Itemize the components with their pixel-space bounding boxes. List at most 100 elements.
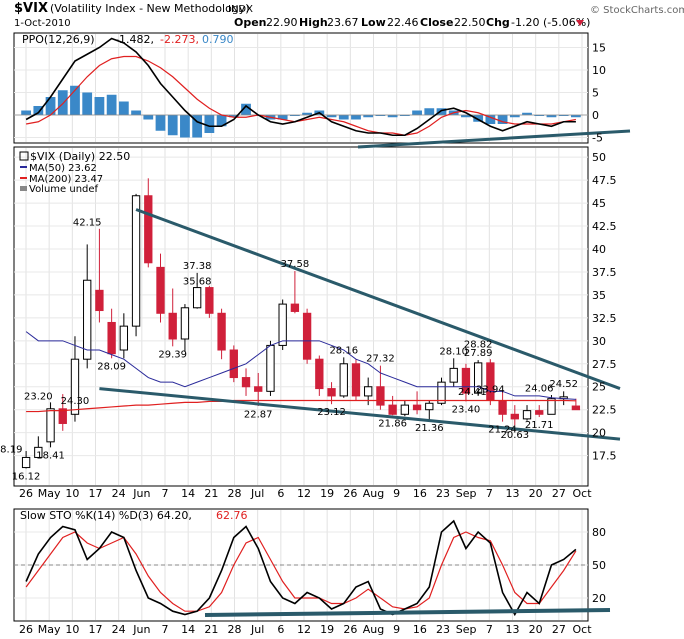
ppo-histogram-bar <box>277 115 288 120</box>
x-tick-label: 10 <box>65 487 79 500</box>
chart-name: (Volatility Index - New Methodology) <box>50 2 250 15</box>
price-annotation-label: 28.16 <box>329 346 358 357</box>
candle-body <box>119 325 129 351</box>
x-tick-label: 20 <box>529 487 543 500</box>
price-annotation-label: 16.12 <box>12 471 41 482</box>
candle-body <box>290 303 300 312</box>
x-tick-label: 26 <box>19 487 33 500</box>
price-annotations: 16.12 18.19 18.41 23.20 42.15 24.30 28.09 35.68… <box>0 217 578 482</box>
ppo-histogram-bar <box>33 106 44 115</box>
ppo-histogram-bar <box>485 115 496 124</box>
ppo-histogram-bar <box>387 115 398 118</box>
x-tick-label: 17 <box>89 487 103 500</box>
x-tick-label: 20 <box>529 623 543 636</box>
candle-body <box>388 404 397 415</box>
y-tick-label: 22.5 <box>592 404 617 417</box>
x-tick-label: May <box>38 623 61 636</box>
x-tick-label: 23 <box>436 487 450 500</box>
candle-body <box>461 367 471 394</box>
price-annotation-label: 37.38 <box>183 261 212 272</box>
candle-body <box>412 404 422 411</box>
candle-body <box>364 386 373 397</box>
ppo-histogram-bar <box>106 94 117 115</box>
y-tick-label: 80 <box>592 526 606 539</box>
price-annotation-label: 28.10 <box>439 346 468 357</box>
ppo-histogram-bar <box>522 112 532 115</box>
x-tick-label: Sep <box>456 623 477 636</box>
y-tick-label: 5 <box>592 87 599 100</box>
x-tick-label: 21 <box>204 487 218 500</box>
x-tick-label: Oct <box>572 487 592 500</box>
ma50-label: MA(50) 23.62 <box>29 163 97 174</box>
x-tick-label: 14 <box>181 487 195 500</box>
x-tick-label: 9 <box>393 487 400 500</box>
ppo-histogram-bar <box>461 115 471 118</box>
ppo-histogram-bar <box>351 115 361 120</box>
ppo-histogram-bar <box>302 112 312 115</box>
ppo-histogram-bar <box>473 115 484 122</box>
price-annotation-label: 42.15 <box>73 217 102 228</box>
y-tick-label: 32.5 <box>592 312 617 325</box>
ppo-legend: PPO(12,26,9) -1.482, -2.273, 0.790 <box>22 33 234 46</box>
candle-body <box>522 410 532 420</box>
candle-body <box>510 413 519 420</box>
price-annotation-label: 23.20 <box>24 391 53 402</box>
candle-body <box>107 321 116 355</box>
ppo-panel-frame <box>13 32 589 144</box>
candle-body <box>131 195 141 327</box>
ppo-histogram-bar <box>424 108 435 115</box>
volume-legend-icon <box>20 186 27 191</box>
x-tick-label: 26 <box>343 623 357 636</box>
x-tick-label: 26 <box>19 623 33 636</box>
price-annotation-label: 24.30 <box>61 396 90 407</box>
x-tick-label: 13 <box>506 487 520 500</box>
ma50-line <box>25 331 576 400</box>
y-tick-label: 45 <box>592 197 606 210</box>
ppo-value-2: -2.273, <box>160 33 199 46</box>
chg-label: Chg <box>486 16 510 29</box>
ppo-histogram-bar <box>399 115 410 116</box>
price-annotation-label: 21.24 <box>488 424 517 435</box>
candle-body <box>437 381 446 404</box>
price-annotation-label: 24.06 <box>525 383 554 394</box>
candle-body <box>425 402 434 411</box>
price-annotation-label: 21.86 <box>378 419 407 430</box>
x-tick-label: 12 <box>297 623 311 636</box>
ppo-histogram-bar <box>363 115 374 118</box>
candle-body <box>83 279 92 360</box>
x-tick-label: 12 <box>297 487 311 500</box>
y-tick-label: 47.5 <box>592 174 617 187</box>
x-tick-label: 26 <box>343 487 357 500</box>
y-tick-label: 30 <box>592 335 606 348</box>
candle-body <box>254 386 263 392</box>
price-annotation-label: 18.19 <box>0 444 22 455</box>
candle-body <box>21 456 31 469</box>
candle-legend-icon <box>19 151 29 161</box>
x-tick-label: Jun <box>132 623 150 636</box>
lower-support-trendline <box>99 387 621 441</box>
x-tick-label: Oct <box>572 623 592 636</box>
price-annotation-label: 24.41 <box>458 387 487 398</box>
candle-body <box>339 363 348 397</box>
candle-body <box>535 410 544 415</box>
candle-body <box>449 367 458 383</box>
x-tick-label: 21 <box>204 623 218 636</box>
price-annotation-label: 27.32 <box>366 353 395 364</box>
y-tick-label: -5 <box>592 132 603 145</box>
x-tick-label: 6 <box>277 623 284 636</box>
ppo-label: PPO(12,26,9) <box>22 33 95 46</box>
ppo-histogram-bar <box>216 115 227 127</box>
ppo-trendline <box>357 129 631 149</box>
price-annotation-label: 28.82 <box>464 340 493 351</box>
y-tick-label: 0 <box>592 109 599 122</box>
x-tick-label: 9 <box>393 623 400 636</box>
sto-legend: Slow STO %K(14) %D(3) 64.20, 62.76 <box>20 509 248 522</box>
price-annotation-label: 23.12 <box>317 407 346 418</box>
x-tick-label: 24 <box>112 487 126 500</box>
ppo-histogram-bar <box>45 97 56 115</box>
ppo-value-1: -1.482, <box>115 33 154 46</box>
candle-body <box>192 287 202 309</box>
price-annotation-label: 37.58 <box>281 259 310 270</box>
open-label: Open <box>234 16 267 29</box>
price-annotation-label: 21.36 <box>415 423 444 434</box>
